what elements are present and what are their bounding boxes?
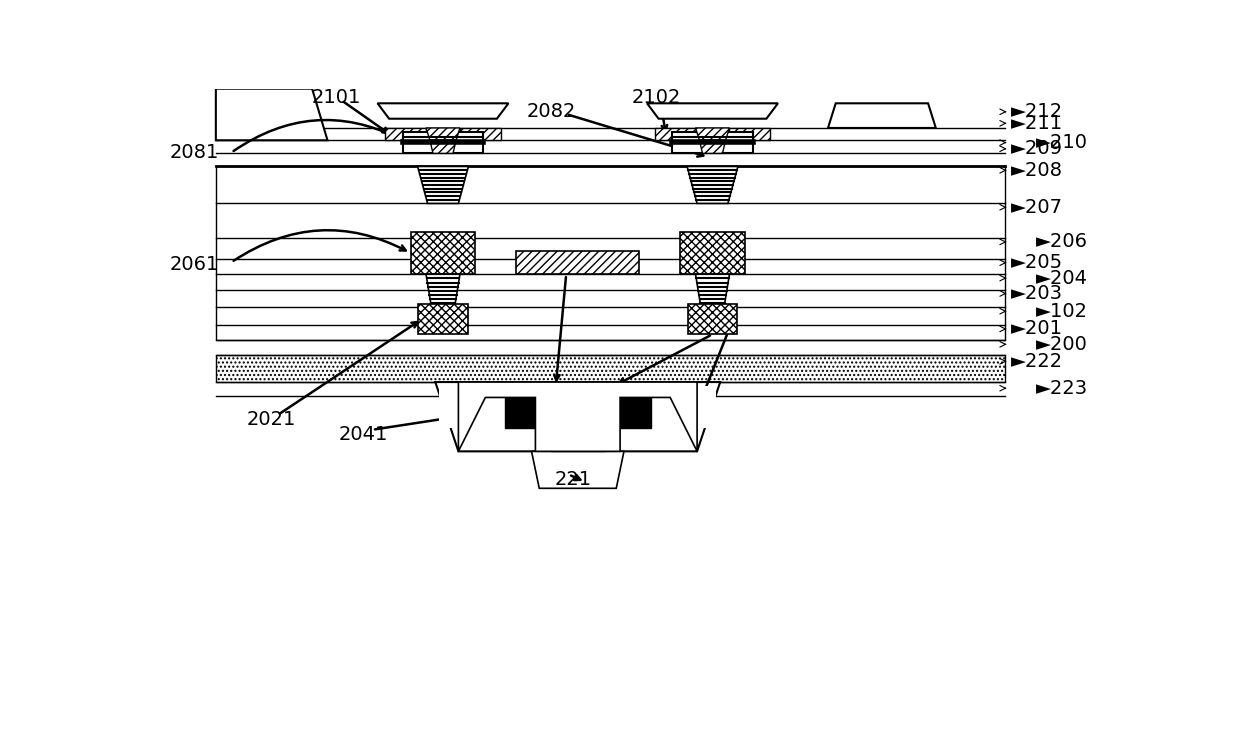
Text: ►222: ►222 bbox=[1011, 352, 1063, 371]
Bar bbox=[672, 132, 753, 154]
Text: 221: 221 bbox=[554, 469, 591, 488]
Bar bbox=[681, 232, 745, 274]
Bar bbox=[439, 386, 505, 428]
Text: ►201: ►201 bbox=[1011, 319, 1063, 338]
Text: ►209: ►209 bbox=[1011, 139, 1063, 158]
Text: 2081: 2081 bbox=[170, 143, 219, 162]
Bar bbox=[216, 355, 1006, 382]
Text: ►200: ►200 bbox=[1035, 335, 1087, 354]
Polygon shape bbox=[216, 89, 327, 140]
Polygon shape bbox=[430, 140, 456, 154]
Bar bbox=[516, 251, 640, 274]
Text: 2101: 2101 bbox=[312, 88, 362, 106]
Polygon shape bbox=[647, 103, 777, 119]
Polygon shape bbox=[699, 140, 725, 154]
Text: ►203: ►203 bbox=[1011, 284, 1063, 303]
Polygon shape bbox=[427, 274, 460, 307]
Text: 2082: 2082 bbox=[526, 101, 575, 120]
Polygon shape bbox=[435, 382, 720, 452]
Polygon shape bbox=[687, 166, 738, 203]
Text: ►206: ►206 bbox=[1035, 232, 1087, 251]
Bar bbox=[403, 132, 484, 154]
Text: ►211: ►211 bbox=[1011, 114, 1063, 133]
Polygon shape bbox=[377, 103, 508, 119]
Text: ►212: ►212 bbox=[1011, 102, 1063, 121]
Bar bbox=[505, 386, 651, 428]
Text: ►208: ►208 bbox=[1011, 161, 1063, 180]
Text: ►210: ►210 bbox=[1035, 133, 1087, 152]
Text: 2041: 2041 bbox=[339, 425, 388, 444]
Text: 2061: 2061 bbox=[170, 255, 219, 274]
Bar bbox=[418, 304, 467, 334]
Text: ►205: ►205 bbox=[1011, 253, 1063, 272]
Text: ►204: ►204 bbox=[1035, 268, 1087, 287]
Bar bbox=[688, 304, 737, 334]
Polygon shape bbox=[696, 274, 729, 307]
Bar bbox=[551, 437, 605, 452]
Polygon shape bbox=[828, 103, 936, 128]
Polygon shape bbox=[729, 128, 770, 140]
Polygon shape bbox=[418, 166, 469, 203]
Bar bbox=[651, 386, 717, 428]
Text: 2022: 2022 bbox=[662, 413, 712, 432]
Polygon shape bbox=[532, 452, 624, 488]
Text: ►207: ►207 bbox=[1011, 198, 1063, 217]
Polygon shape bbox=[427, 128, 460, 140]
Bar bbox=[410, 232, 475, 274]
Bar bbox=[494, 386, 662, 413]
Text: ►223: ►223 bbox=[1035, 378, 1087, 398]
Polygon shape bbox=[460, 128, 501, 140]
Polygon shape bbox=[696, 128, 729, 140]
Polygon shape bbox=[459, 382, 697, 452]
Text: 2021: 2021 bbox=[247, 409, 296, 429]
Polygon shape bbox=[655, 128, 696, 140]
Text: 2102: 2102 bbox=[631, 88, 681, 106]
Polygon shape bbox=[386, 128, 427, 140]
Text: ►102: ►102 bbox=[1035, 302, 1087, 321]
Bar bbox=[216, 166, 1006, 341]
